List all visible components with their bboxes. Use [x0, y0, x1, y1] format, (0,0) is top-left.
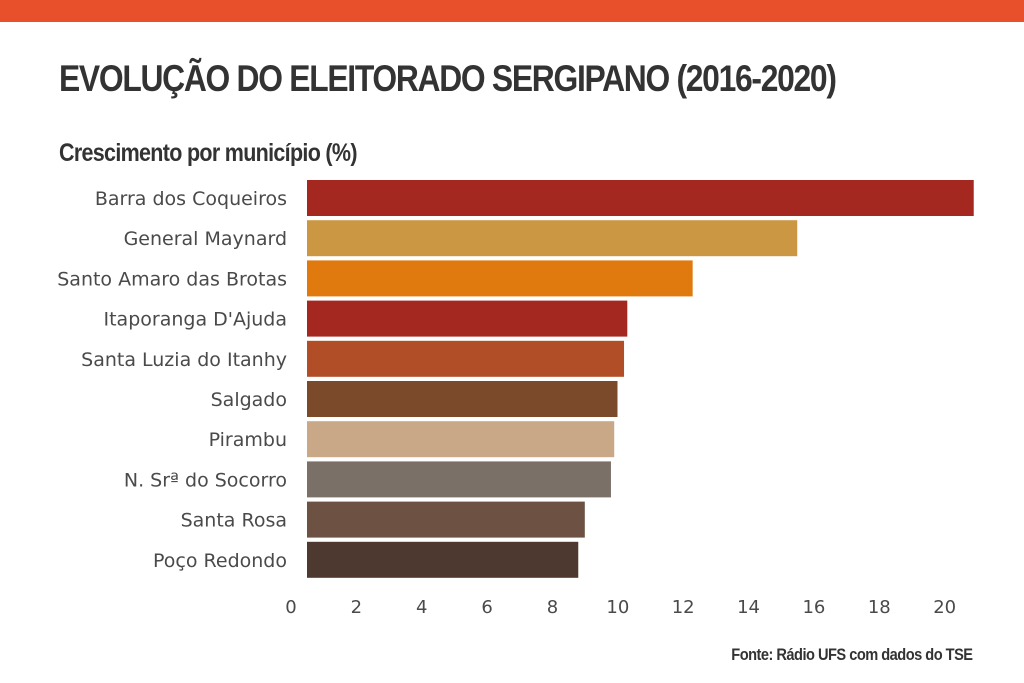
- x-tick-label: 14: [737, 597, 760, 618]
- bar: [307, 421, 615, 458]
- chart-title: EVOLUÇÃO DO ELEITORADO SERGIPANO (2016-2…: [59, 58, 837, 99]
- category-label: Salgado: [211, 389, 287, 411]
- bar: [307, 381, 618, 417]
- bar: [307, 541, 579, 578]
- bar: [307, 300, 628, 337]
- x-tick-label: 6: [481, 597, 492, 618]
- x-tick-label: 8: [547, 597, 558, 618]
- category-label: Santo Amaro das Brotas: [57, 268, 287, 290]
- top-accent-bar: [0, 0, 1024, 22]
- category-label: Poço Redondo: [153, 550, 287, 572]
- x-tick-label: 20: [933, 597, 956, 618]
- bar: [307, 501, 585, 538]
- x-tick-label: 10: [606, 597, 629, 618]
- x-tick-label: 2: [351, 597, 362, 618]
- bar: [307, 260, 693, 297]
- x-tick-label: 0: [285, 597, 296, 618]
- category-label: Itaporanga D'Ajuda: [104, 309, 288, 331]
- bar: [307, 180, 974, 216]
- x-tick-label: 18: [868, 597, 891, 618]
- category-label: Santa Rosa: [181, 510, 287, 532]
- x-axis-ticks: 0 2 4 6 8 10 12 14 16 18 20: [285, 597, 956, 618]
- bar: [307, 461, 611, 498]
- category-label: Barra dos Coqueiros: [95, 188, 287, 210]
- bar: [307, 340, 625, 377]
- bars-group: [307, 180, 974, 578]
- category-label: General Maynard: [124, 228, 287, 250]
- bar: [307, 220, 798, 257]
- bar-chart: Barra dos Coqueiros General Maynard Santo …: [57, 180, 974, 618]
- category-label: Santa Luzia do Itanhy: [81, 349, 287, 371]
- x-tick-label: 12: [672, 597, 695, 618]
- chart-subtitle: Crescimento por município (%): [59, 139, 358, 167]
- category-label: Pirambu: [209, 429, 287, 451]
- x-tick-label: 4: [416, 597, 427, 618]
- category-labels: Barra dos Coqueiros General Maynard Santo …: [57, 188, 287, 572]
- category-label: N. Srª do Socorro: [124, 469, 287, 491]
- x-tick-label: 16: [802, 597, 825, 618]
- source-note: Fonte: Rádio UFS com dados do TSE: [731, 645, 974, 664]
